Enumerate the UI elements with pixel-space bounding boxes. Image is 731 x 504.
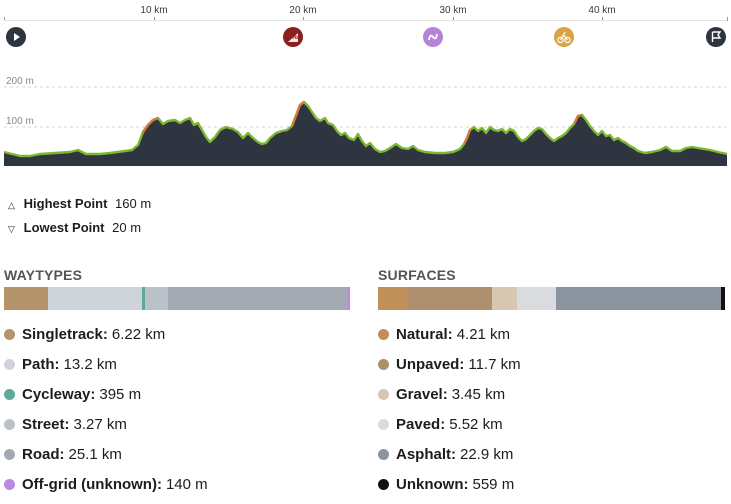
waytypes-title: WAYTYPES <box>4 267 83 283</box>
waytypes-legend-value: 140 m <box>165 476 208 493</box>
color-dot-icon <box>4 449 15 460</box>
km-tick <box>4 17 5 21</box>
highest-point-label: Highest Point <box>23 196 108 211</box>
axis-line <box>4 20 727 21</box>
surfaces-bar-segment[interactable] <box>516 287 557 310</box>
waytypes-bar-segment[interactable] <box>142 287 146 310</box>
surfaces-title: SURFACES <box>378 267 456 283</box>
surfaces-bar[interactable] <box>378 287 728 310</box>
waytypes-legend-item[interactable]: Street: 3.27 km <box>4 416 127 433</box>
color-dot-icon <box>378 419 389 430</box>
km-tick <box>453 17 454 21</box>
difficult-section-icon[interactable] <box>423 27 443 47</box>
surfaces-legend-label: Unknown: <box>396 476 469 493</box>
surfaces-bar-segment[interactable] <box>720 287 725 310</box>
waytypes-bar-segment[interactable] <box>145 287 169 310</box>
km-tick <box>727 17 728 21</box>
steep-section-icon[interactable]: % <box>283 27 303 47</box>
surfaces-legend-item[interactable]: Asphalt: 22.9 km <box>378 446 513 463</box>
color-dot-icon <box>378 329 389 340</box>
surfaces-legend-value: 4.21 km <box>456 326 511 343</box>
km-label: 40 km <box>588 5 616 16</box>
surfaces-bar-segment[interactable] <box>492 287 517 310</box>
surfaces-legend-value: 559 m <box>472 476 515 493</box>
elevation-label: 100 m <box>6 116 34 127</box>
surfaces-legend-label: Unpaved: <box>396 356 465 373</box>
surfaces-legend-value: 5.52 km <box>449 416 503 433</box>
waytypes-legend-item[interactable]: Path: 13.2 km <box>4 356 117 373</box>
surfaces-legend-item[interactable]: Natural: 4.21 km <box>378 326 510 343</box>
waytypes-legend-value: 3.27 km <box>73 416 127 433</box>
svg-text:%: % <box>291 33 298 41</box>
waytypes-bar[interactable] <box>4 287 354 310</box>
color-dot-icon <box>4 359 15 370</box>
km-label: 30 km <box>439 5 467 16</box>
waytypes-bar-segment[interactable] <box>4 287 48 310</box>
surfaces-legend-item[interactable]: Unknown: 559 m <box>378 476 514 493</box>
surfaces-legend-label: Paved: <box>396 416 446 433</box>
cycling-section-icon[interactable] <box>554 27 574 47</box>
highest-point-row: △ Highest Point 160 m <box>8 196 151 211</box>
elevation-profile[interactable]: 10 km 20 km 30 km 40 km % 200 m 100 m <box>0 0 731 175</box>
waytypes-legend-label: Street: <box>22 416 70 433</box>
surfaces-legend-label: Natural: <box>396 326 453 343</box>
surfaces-legend-item[interactable]: Unpaved: 11.7 km <box>378 356 521 373</box>
color-dot-icon <box>4 329 15 340</box>
waytypes-bar-segment[interactable] <box>348 287 351 310</box>
color-dot-icon <box>4 479 15 490</box>
surfaces-legend-label: Asphalt: <box>396 446 456 463</box>
waytypes-bar-segment[interactable] <box>168 287 349 310</box>
color-dot-icon <box>378 359 389 370</box>
waytypes-legend-value: 25.1 km <box>68 446 122 463</box>
waytypes-legend-item[interactable]: Off-grid (unknown): 140 m <box>4 476 208 493</box>
km-tick <box>154 17 155 21</box>
waytypes-legend-label: Path: <box>22 356 60 373</box>
waytypes-legend-value: 6.22 km <box>111 326 166 343</box>
triangle-down-icon: ▽ <box>8 224 15 234</box>
surfaces-legend-label: Gravel: <box>396 386 448 403</box>
waytypes-legend-label: Cycleway: <box>22 386 96 403</box>
surfaces-legend-value: 3.45 km <box>451 386 506 403</box>
surfaces-bar-segment[interactable] <box>378 287 409 310</box>
waytypes-legend-item[interactable]: Singletrack: 6.22 km <box>4 326 165 343</box>
waytypes-legend-label: Road: <box>22 446 65 463</box>
surfaces-legend-value: 11.7 km <box>468 356 521 373</box>
color-dot-icon <box>4 389 15 400</box>
surfaces-bar-segment[interactable] <box>408 287 493 310</box>
elevation-label: 200 m <box>6 76 34 87</box>
color-dot-icon <box>4 419 15 430</box>
lowest-point-row: ▽ Lowest Point 20 m <box>8 220 141 235</box>
waytypes-legend-value: 13.2 km <box>63 356 117 373</box>
surfaces-bar-segment[interactable] <box>556 287 721 310</box>
waytypes-legend-item[interactable]: Road: 25.1 km <box>4 446 122 463</box>
km-tick <box>602 17 603 21</box>
triangle-up-icon: △ <box>8 200 15 210</box>
km-label: 20 km <box>289 5 317 16</box>
highest-point-value: 160 m <box>115 196 152 211</box>
elevation-chart <box>3 86 728 166</box>
surfaces-legend-item[interactable]: Paved: 5.52 km <box>378 416 503 433</box>
km-tick <box>303 17 304 21</box>
waytypes-legend-value: 395 m <box>99 386 142 403</box>
waytypes-legend-label: Singletrack: <box>22 326 108 343</box>
finish-flag-icon[interactable] <box>706 27 726 47</box>
color-dot-icon <box>378 449 389 460</box>
start-icon[interactable] <box>6 27 26 47</box>
color-dot-icon <box>378 389 389 400</box>
surfaces-legend-item[interactable]: Gravel: 3.45 km <box>378 386 505 403</box>
color-dot-icon <box>378 479 389 490</box>
surfaces-legend-value: 22.9 km <box>460 446 514 463</box>
waytypes-legend-item[interactable]: Cycleway: 395 m <box>4 386 141 403</box>
km-label: 10 km <box>140 5 168 16</box>
waytypes-legend-label: Off-grid (unknown): <box>22 476 162 493</box>
lowest-point-label: Lowest Point <box>23 220 105 235</box>
waytypes-bar-segment[interactable] <box>47 287 143 310</box>
lowest-point-value: 20 m <box>112 220 142 235</box>
